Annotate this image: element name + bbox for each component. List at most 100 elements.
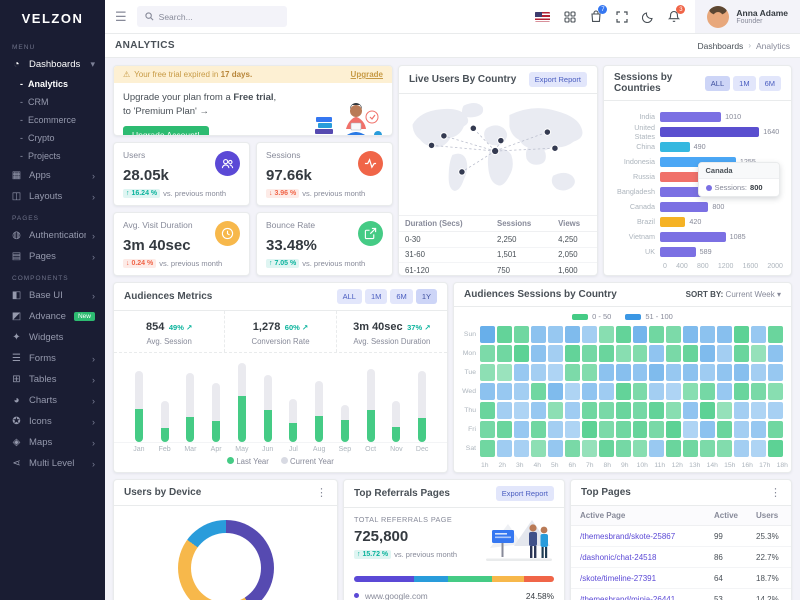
heatmap-cell[interactable] — [734, 326, 750, 343]
heatmap-cell[interactable] — [683, 383, 699, 400]
range-button-all[interactable]: ALL — [336, 289, 362, 304]
heatmap-cell[interactable] — [530, 421, 546, 438]
sidebar-item-widgets[interactable]: ✦ Widgets — [0, 327, 105, 348]
heatmap-cell[interactable] — [700, 364, 716, 381]
heatmap-cell[interactable] — [632, 421, 648, 438]
heatmap-cell[interactable] — [615, 383, 631, 400]
heatmap-cell[interactable] — [666, 383, 682, 400]
heatmap-cell[interactable] — [564, 364, 580, 381]
heatmap-cell[interactable] — [683, 364, 699, 381]
page-link[interactable]: /dashonic/chat-24518 — [571, 546, 705, 568]
heatmap-cell[interactable] — [581, 440, 597, 457]
heatmap-cell[interactable] — [547, 421, 563, 438]
bar-row-india[interactable]: India 1010 — [639, 111, 742, 122]
heatmap-cell[interactable] — [615, 345, 631, 362]
heatmap-cell[interactable] — [564, 326, 580, 343]
range-button-1m[interactable]: 1M — [364, 289, 388, 304]
stacked-bar-mar[interactable] — [178, 363, 204, 442]
stacked-bar-oct[interactable] — [358, 363, 384, 442]
cart-icon[interactable]: 7 — [590, 5, 608, 23]
heatmap-cell[interactable] — [530, 345, 546, 362]
heatmap-cell[interactable] — [547, 345, 563, 362]
heatmap-cell[interactable] — [480, 440, 495, 457]
heatmap-cell[interactable] — [632, 364, 648, 381]
sidebar-item-advance-ui[interactable]: ◩ Advance UI New — [0, 306, 105, 327]
heatmap-cell[interactable] — [496, 345, 512, 362]
heatmap-cell[interactable] — [700, 402, 716, 419]
stacked-bar-apr[interactable] — [203, 363, 229, 442]
bar-row-vietnam[interactable]: Vietnam 1085 — [628, 231, 746, 242]
heatmap-cell[interactable] — [513, 402, 529, 419]
heatmap-cell[interactable] — [700, 345, 716, 362]
fullscreen-icon[interactable] — [616, 10, 628, 23]
heatmap-cell[interactable] — [751, 421, 767, 438]
apps-grid-icon[interactable] — [564, 10, 576, 23]
heatmap-cell[interactable] — [480, 383, 495, 400]
heatmap-cell[interactable] — [564, 440, 580, 457]
bar-row-canada[interactable]: Canada 800 — [629, 201, 725, 212]
sidebar-item-icons[interactable]: ✪ Icons › — [0, 411, 105, 432]
sidebar-item-crm[interactable]: - CRM — [0, 93, 105, 111]
heatmap-cell[interactable] — [480, 326, 495, 343]
audiences-stacked-bar-chart[interactable] — [114, 353, 447, 443]
page-link[interactable]: /themesbrand/skote-25867 — [571, 525, 705, 547]
heatmap-cell[interactable] — [768, 345, 783, 362]
heatmap-cell[interactable] — [598, 326, 614, 343]
page-link[interactable]: /skote/timeline-27391 — [571, 567, 705, 589]
heatmap-cell[interactable] — [598, 440, 614, 457]
heatmap-grid[interactable]: Sun Mon Tue Wed Thu Fri Sat — [454, 323, 791, 460]
card-menu-icon[interactable]: ⋮ — [770, 487, 781, 499]
heatmap-cell[interactable] — [513, 326, 529, 343]
stacked-bar-may[interactable] — [229, 363, 255, 442]
user-menu[interactable]: Anna Adame Founder — [695, 0, 800, 33]
heatmap-cell[interactable] — [513, 383, 529, 400]
heatmap-cell[interactable] — [751, 402, 767, 419]
bar-row-brazil[interactable]: Brazil 420 — [637, 216, 702, 227]
sidebar-item-base-ui[interactable]: ◧ Base UI › — [0, 285, 105, 306]
heatmap-cell[interactable] — [768, 326, 783, 343]
heatmap-cell[interactable] — [649, 364, 665, 381]
heatmap-cell[interactable] — [734, 364, 750, 381]
card-menu-icon[interactable]: ⋮ — [316, 487, 327, 499]
heatmap-cell[interactable] — [632, 440, 648, 457]
heatmap-cell[interactable] — [581, 326, 597, 343]
heatmap-cell[interactable] — [632, 326, 648, 343]
heatmap-cell[interactable] — [564, 383, 580, 400]
heatmap-cell[interactable] — [717, 402, 733, 419]
heatmap-cell[interactable] — [530, 383, 546, 400]
heatmap-cell[interactable] — [598, 402, 614, 419]
heatmap-cell[interactable] — [649, 421, 665, 438]
heatmap-cell[interactable] — [751, 383, 767, 400]
stacked-bar-jul[interactable] — [281, 363, 307, 442]
sidebar-item-authentication[interactable]: ◍ Authentication › — [0, 225, 105, 246]
heatmap-cell[interactable] — [734, 383, 750, 400]
heatmap-cell[interactable] — [666, 326, 682, 343]
bar-row-united-states[interactable]: United States 1640 — [634, 122, 780, 141]
world-map[interactable] — [399, 94, 597, 215]
heatmap-cell[interactable] — [666, 440, 682, 457]
sidebar-item-multi-level[interactable]: ⋖ Multi Level › — [0, 453, 105, 474]
heatmap-cell[interactable] — [649, 326, 665, 343]
heatmap-cell[interactable] — [751, 364, 767, 381]
stacked-bar-aug[interactable] — [306, 363, 332, 442]
heatmap-cell[interactable] — [700, 440, 716, 457]
sidebar-item-maps[interactable]: ◈ Maps › — [0, 432, 105, 453]
heatmap-cell[interactable] — [751, 345, 767, 362]
device-donut-chart[interactable] — [177, 520, 274, 600]
sidebar-item-pages[interactable]: ▤ Pages › — [0, 246, 105, 267]
heatmap-cell[interactable] — [632, 345, 648, 362]
heatmap-cell[interactable] — [768, 440, 783, 457]
heatmap-cell[interactable] — [717, 440, 733, 457]
heatmap-cell[interactable] — [480, 364, 495, 381]
heatmap-cell[interactable] — [700, 383, 716, 400]
heatmap-cell[interactable] — [598, 421, 614, 438]
sidebar-item-layouts[interactable]: ◫ Layouts › — [0, 186, 105, 207]
stacked-bar-dec[interactable] — [409, 363, 435, 442]
breadcrumb-section[interactable]: Dashboards — [697, 40, 744, 51]
heatmap-cell[interactable] — [496, 402, 512, 419]
heatmap-cell[interactable] — [615, 440, 631, 457]
sidebar-item-projects[interactable]: - Projects — [0, 147, 105, 165]
heatmap-cell[interactable] — [768, 402, 783, 419]
heatmap-cell[interactable] — [513, 364, 529, 381]
stacked-bar-jun[interactable] — [255, 363, 281, 442]
